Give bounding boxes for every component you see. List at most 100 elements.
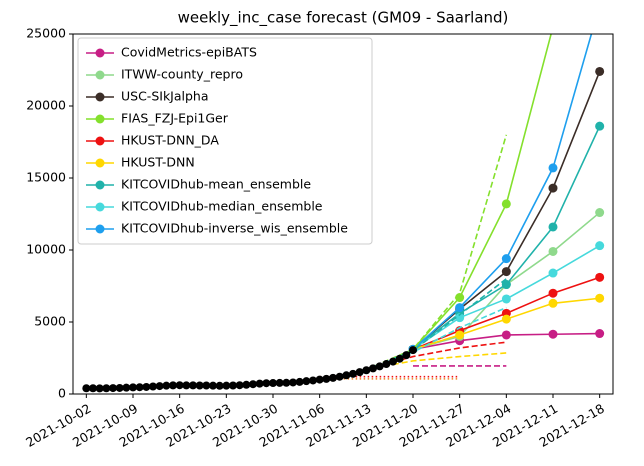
data-point [402, 351, 411, 360]
legend-marker [95, 158, 105, 168]
data-point [548, 163, 558, 173]
data-point [501, 314, 511, 324]
legend-marker [95, 48, 105, 58]
legend-label: HKUST-DNN_DA [121, 133, 219, 148]
plot-area [82, 22, 605, 393]
data-point [175, 381, 184, 390]
data-point [501, 199, 511, 209]
data-point [595, 272, 605, 282]
data-point [395, 354, 404, 363]
legend-marker [95, 70, 105, 80]
legend-marker [95, 202, 105, 212]
series-line [366, 341, 507, 371]
data-point [595, 241, 605, 251]
data-point [329, 373, 337, 382]
legend-label: CovidMetrics-epiBATS [121, 45, 257, 60]
data-point [501, 330, 511, 340]
data-point [409, 346, 417, 355]
data-point [501, 280, 511, 290]
legend-marker [95, 92, 105, 102]
data-point [202, 381, 211, 390]
data-point [548, 268, 558, 278]
data-point [282, 378, 291, 387]
data-point [349, 369, 357, 378]
data-point [129, 383, 137, 392]
data-point [155, 382, 164, 391]
series-line [366, 306, 507, 371]
y-tick-label: 25000 [26, 26, 66, 41]
data-point [548, 246, 558, 256]
data-point [389, 357, 397, 366]
legend-marker [95, 114, 105, 124]
data-point [182, 381, 191, 390]
legend-label: FIAS_FZJ-Epi1Ger [121, 111, 229, 126]
data-point [548, 288, 558, 298]
data-point [548, 222, 558, 232]
y-tick-label: 15000 [26, 170, 66, 185]
data-point [242, 380, 251, 389]
data-point [342, 371, 351, 380]
legend-label: KITCOVIDhub-mean_ensemble [121, 177, 311, 192]
data-point [169, 381, 177, 390]
data-point [335, 372, 344, 381]
data-point [595, 293, 605, 303]
data-point [315, 375, 324, 384]
data-point [135, 383, 144, 392]
data-point [269, 379, 277, 388]
y-tick-label: 10000 [26, 242, 66, 257]
data-point [595, 121, 605, 131]
data-point [122, 383, 131, 392]
legend-marker [95, 224, 105, 234]
data-point [548, 298, 558, 308]
data-point [322, 374, 331, 383]
data-point [501, 267, 511, 277]
data-point [149, 382, 157, 391]
data-point [195, 381, 204, 390]
data-point [89, 384, 97, 393]
data-point [595, 66, 605, 76]
data-point [548, 183, 558, 193]
data-point [209, 381, 217, 390]
data-point [455, 313, 465, 323]
data-point [95, 384, 104, 393]
data-point [215, 381, 224, 390]
legend: CovidMetrics-epiBATS ITWW-county_repro USC… [77, 37, 373, 245]
data-point [375, 362, 384, 371]
data-point [82, 384, 91, 393]
data-point [501, 294, 511, 304]
series-line [366, 278, 507, 371]
data-point [455, 303, 465, 313]
legend-label: KITCOVIDhub-median_ensemble [121, 199, 323, 214]
data-point [255, 379, 264, 388]
legend-label: USC-SIkJalpha [121, 89, 209, 104]
data-point [189, 381, 197, 390]
data-point [222, 381, 231, 390]
legend-label: HKUST-DNN [121, 155, 195, 170]
data-point [275, 378, 284, 387]
data-point [115, 383, 124, 392]
data-point [309, 376, 317, 385]
legend-box [77, 37, 373, 245]
legend-marker [95, 180, 105, 190]
data-point [229, 381, 237, 390]
data-point [142, 382, 151, 391]
data-point [455, 330, 465, 340]
data-point [501, 254, 511, 264]
data-point [109, 384, 117, 393]
legend-label: ITWW-county_repro [121, 67, 243, 82]
data-point [549, 22, 558, 31]
data-point [262, 379, 271, 388]
data-point [102, 384, 111, 393]
data-point [355, 368, 364, 377]
y-tick-label: 5000 [34, 314, 66, 329]
legend-label: KITCOVIDhub-inverse_wis_ensemble [121, 221, 348, 236]
data-point [369, 364, 377, 373]
data-point [595, 329, 605, 339]
legend-marker [95, 136, 105, 146]
data-point [249, 380, 257, 389]
data-point [548, 329, 558, 339]
data-point [302, 377, 311, 386]
data-point [362, 366, 371, 375]
